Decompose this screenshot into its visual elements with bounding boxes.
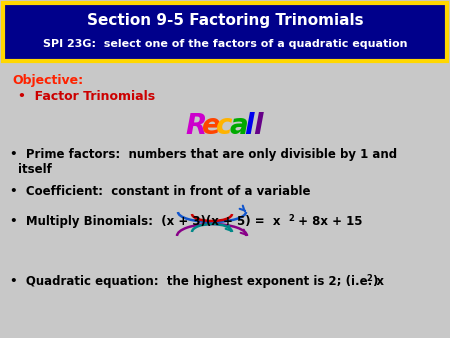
Text: a: a xyxy=(230,112,249,140)
Text: Section 9-5 Factoring Trinomials: Section 9-5 Factoring Trinomials xyxy=(87,14,363,28)
Text: SPI 23G:  select one of the factors of a quadratic equation: SPI 23G: select one of the factors of a … xyxy=(43,39,407,49)
Text: •  Coefficient:  constant in front of a variable: • Coefficient: constant in front of a va… xyxy=(10,185,310,198)
Text: •  Factor Trinomials: • Factor Trinomials xyxy=(18,90,155,103)
Text: itself: itself xyxy=(18,163,52,176)
Text: •  Quadratic equation:  the highest exponent is 2; (i.e. x: • Quadratic equation: the highest expone… xyxy=(10,275,384,288)
Text: 2: 2 xyxy=(366,274,372,283)
Text: R: R xyxy=(185,112,207,140)
Text: 2: 2 xyxy=(288,214,294,223)
Text: l: l xyxy=(244,112,253,140)
Text: ): ) xyxy=(372,275,378,288)
Text: l: l xyxy=(253,112,262,140)
Text: e: e xyxy=(202,112,221,140)
FancyBboxPatch shape xyxy=(3,3,447,61)
Text: + 8x + 15: + 8x + 15 xyxy=(294,215,363,228)
Text: c: c xyxy=(216,112,233,140)
Text: Objective:: Objective: xyxy=(12,74,83,87)
Text: •  Prime factors:  numbers that are only divisible by 1 and: • Prime factors: numbers that are only d… xyxy=(10,148,397,161)
Text: •  Multiply Binomials:  (x + 3)(x + 5) =  x: • Multiply Binomials: (x + 3)(x + 5) = x xyxy=(10,215,280,228)
